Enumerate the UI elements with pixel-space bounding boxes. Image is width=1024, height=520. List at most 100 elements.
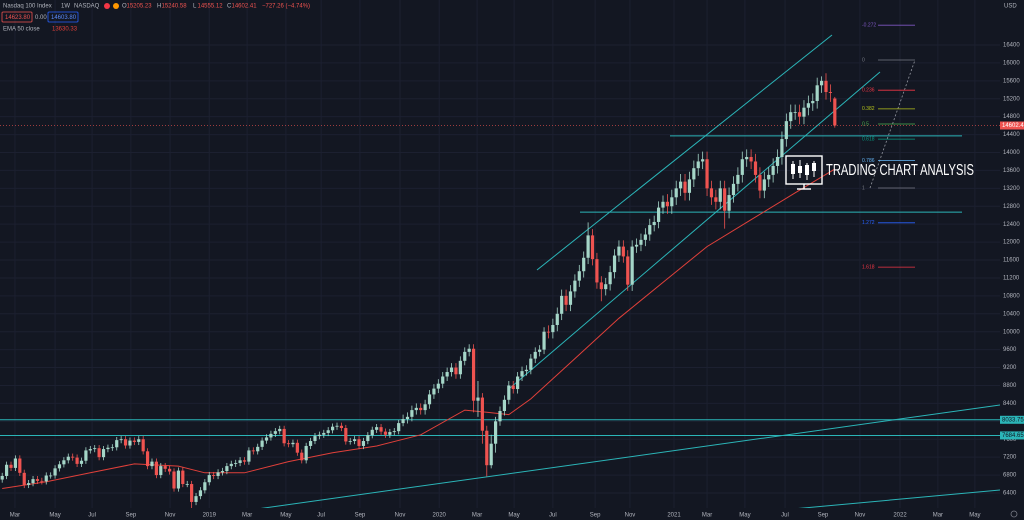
candle-body xyxy=(31,479,35,484)
x-tick-label: Jul xyxy=(317,513,325,519)
candle-body xyxy=(445,372,449,377)
logo-candle xyxy=(812,163,816,171)
ohlc-key: C xyxy=(227,4,232,10)
trend-line xyxy=(798,489,1000,508)
candle-body xyxy=(630,246,634,285)
candle-body xyxy=(449,367,454,373)
candle-body xyxy=(18,458,22,473)
candle-body xyxy=(604,284,608,290)
x-tick-label: Mar xyxy=(933,513,943,519)
candle-body xyxy=(665,201,670,207)
price-tag-label: 8033.75 xyxy=(1002,417,1024,423)
candle-body xyxy=(308,441,313,446)
y-tick-label: 12000 xyxy=(1003,240,1020,246)
candle-body xyxy=(612,255,617,273)
candle-body xyxy=(128,440,132,446)
candle-body xyxy=(273,431,277,434)
x-tick-label: Sep xyxy=(355,513,366,519)
candle-body xyxy=(692,168,696,180)
candle-body xyxy=(617,246,621,256)
candle-body xyxy=(212,475,216,476)
y-tick-label: 10800 xyxy=(1003,293,1020,299)
candle-body xyxy=(414,407,418,411)
candle-body xyxy=(84,450,88,461)
candle-body xyxy=(815,85,819,101)
candle-body xyxy=(379,427,383,432)
fib-label: 1 xyxy=(862,185,865,191)
candle-body xyxy=(168,468,172,472)
candle-body xyxy=(97,448,101,458)
x-tick-label: Mar xyxy=(472,513,482,519)
candle-body xyxy=(181,470,185,485)
candle-body xyxy=(731,183,736,196)
x-tick-label: 2021 xyxy=(667,513,681,519)
candle-body xyxy=(568,291,573,305)
candle-body xyxy=(516,376,520,390)
channel-upper xyxy=(536,34,833,271)
candle-body xyxy=(291,442,295,445)
candle-body xyxy=(467,348,471,352)
candle-body xyxy=(701,159,705,162)
candle-body xyxy=(172,471,176,489)
candle-body xyxy=(216,472,220,476)
candle-body xyxy=(225,466,229,472)
ask: 14603.80 xyxy=(51,15,77,21)
candle-body xyxy=(198,490,203,497)
candle-body xyxy=(745,156,749,160)
candle-body xyxy=(286,443,291,445)
candle-body xyxy=(388,432,392,435)
candle-body xyxy=(88,449,92,451)
logo: TRADING CHART ANALYSIS xyxy=(785,155,974,190)
candle-body xyxy=(656,207,661,222)
candle-body xyxy=(49,475,53,477)
fib-label: 0.236 xyxy=(862,88,875,94)
candle-body xyxy=(251,450,255,452)
currency: USD xyxy=(1004,4,1017,10)
candle-body xyxy=(22,472,26,485)
logo-candle xyxy=(805,165,809,175)
candle-body xyxy=(330,426,335,431)
candle-body xyxy=(145,451,150,467)
candle-body xyxy=(793,112,797,113)
candle-body xyxy=(639,239,643,245)
x-tick-label: May xyxy=(280,513,291,519)
y-tick-label: 7200 xyxy=(1003,455,1017,461)
candle-body xyxy=(758,174,762,191)
x-tick-label: Sep xyxy=(590,513,601,519)
candle-body xyxy=(471,348,476,401)
candle-body xyxy=(5,464,9,476)
candle-body xyxy=(106,447,110,450)
x-tick-label: Sep xyxy=(818,513,829,519)
candle-body xyxy=(79,460,84,464)
y-tick-label: 16400 xyxy=(1003,43,1020,49)
candle-body xyxy=(141,439,145,452)
candle-body xyxy=(269,433,273,438)
candle-body xyxy=(520,371,524,377)
candle-body xyxy=(295,442,299,453)
settings-button[interactable] xyxy=(1010,510,1018,518)
candle-body xyxy=(736,174,740,184)
candle-body xyxy=(242,460,247,462)
ask-box[interactable] xyxy=(47,11,79,23)
candle-body xyxy=(397,423,401,432)
price-tag xyxy=(1000,431,1024,440)
candle-body xyxy=(93,448,97,450)
fib-trend xyxy=(869,59,916,189)
ohlc-value: 15205.23 xyxy=(127,4,153,10)
x-tick-label: May xyxy=(969,513,980,519)
candle-body xyxy=(137,439,141,442)
y-tick-label: 15200 xyxy=(1003,96,1020,102)
channel-lower xyxy=(509,71,881,389)
y-tick-label: 15600 xyxy=(1003,78,1020,84)
y-tick-label: 8400 xyxy=(1003,401,1017,407)
bid-box[interactable] xyxy=(1,11,33,23)
candle-body xyxy=(75,457,79,464)
candle-body xyxy=(780,139,784,157)
x-tick-label: Mar xyxy=(10,513,20,519)
exchange: NASDAQ xyxy=(74,4,100,10)
candle-body xyxy=(599,282,603,290)
x-tick-label: Nov xyxy=(165,513,176,519)
candle-body xyxy=(27,483,31,485)
candle-body xyxy=(458,360,462,375)
